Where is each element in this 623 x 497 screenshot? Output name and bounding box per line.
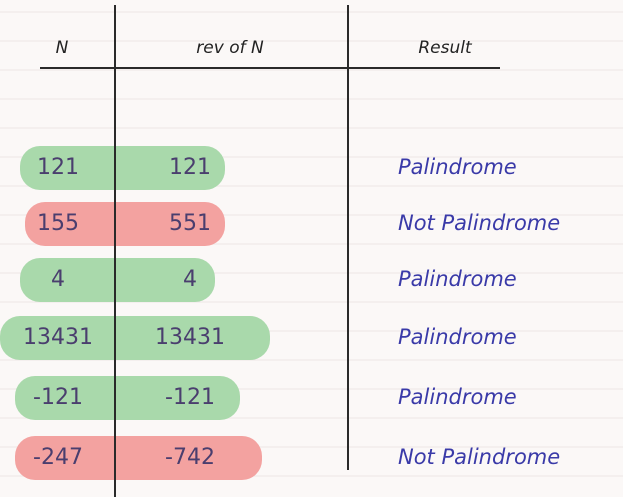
row-highlight [20,258,215,302]
header-n: N [56,38,69,58]
table-body: 121 121 Palindrome 155 551 Not Palindrome 4 4 Pa… [23,155,560,470]
cell-rev: 551 [169,211,211,236]
cell-result: Palindrome [398,267,517,291]
cell-n: 121 [37,155,79,180]
cell-n: -247 [33,445,83,470]
cell-result: Not Palindrome [398,211,560,235]
cell-rev: 121 [169,155,211,180]
cell-rev: -121 [165,385,215,410]
header-result: Result [418,38,473,58]
row-highlight [15,376,240,420]
cell-rev: 4 [183,267,197,292]
row-highlight [20,146,225,190]
cell-n: 4 [51,267,65,292]
header-rev: rev of N [196,38,264,58]
cell-result: Palindrome [398,325,517,349]
cell-n: 155 [37,211,79,236]
row-highlight [15,436,262,480]
cell-rev: 13431 [155,325,225,350]
cell-n: -121 [33,385,83,410]
cell-rev: -742 [165,445,215,470]
cell-result: Not Palindrome [398,445,560,469]
cell-n: 13431 [23,325,93,350]
row-highlight [25,202,225,246]
row-highlight [0,316,270,360]
cell-result: Palindrome [398,385,517,409]
highlights [0,146,270,480]
cell-result: Palindrome [398,155,517,179]
